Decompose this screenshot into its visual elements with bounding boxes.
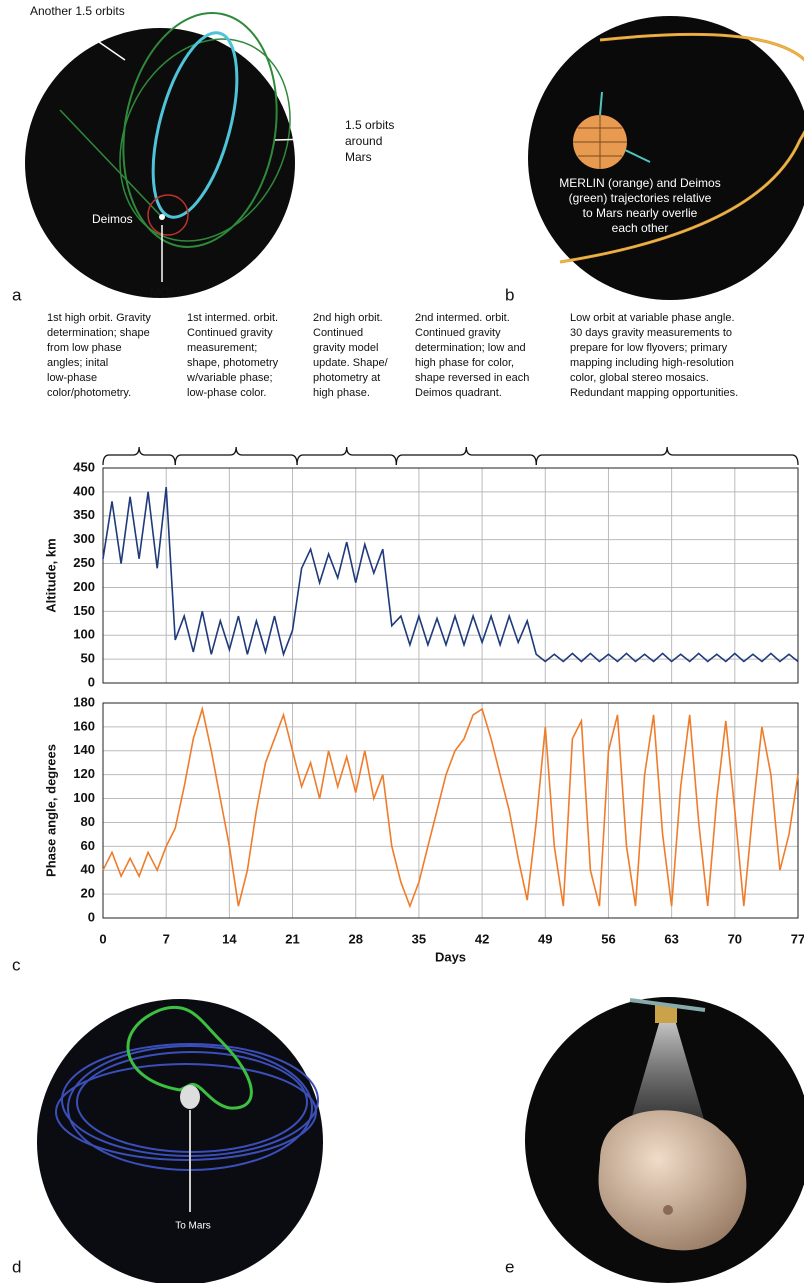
y-tick-label: 120 [73, 766, 95, 781]
annotation: 2nd intermed. orbit. [415, 312, 510, 324]
panel-d [37, 999, 323, 1283]
x-tick-label: 35 [412, 931, 426, 946]
annotation: color, global stereo mosaics. [570, 372, 709, 384]
annotation: Another 1.5 orbits [30, 4, 125, 18]
annotation: shape reversed in each [415, 372, 529, 384]
plot-area [103, 468, 798, 683]
annotation: To Mars [175, 1221, 211, 1232]
annotation: Deimos quadrant. [415, 387, 502, 399]
y-tick-label: 400 [73, 483, 95, 498]
annotation: Mars [345, 150, 372, 164]
annotation: from low phase [47, 342, 122, 354]
panel-label: d [12, 1257, 21, 1276]
annotation: color/photometry. [47, 387, 131, 399]
annotation: 1st high orbit. Gravity [47, 312, 151, 324]
annotation: MERLIN (orange) and Deimos [559, 176, 720, 190]
annotation: measurement; [187, 342, 257, 354]
panel-a [25, 1, 345, 298]
annotation: photometry at [313, 372, 380, 384]
y-axis-label: Phase angle, degrees [43, 744, 58, 877]
y-tick-label: 150 [73, 603, 95, 618]
y-tick-label: 60 [81, 838, 95, 853]
annotation: high phase for color, [415, 357, 514, 369]
figure: Another 1.5 orbits Deimos MOI 1.5 orbits… [0, 0, 804, 1283]
annotation: Continued [313, 327, 363, 339]
x-tick-label: 7 [163, 931, 170, 946]
x-tick-label: 70 [728, 931, 742, 946]
y-tick-label: 80 [81, 814, 95, 829]
y-tick-label: 20 [81, 886, 95, 901]
y-tick-label: 140 [73, 742, 95, 757]
panel-label: b [505, 285, 514, 304]
annotation: determination; shape [47, 327, 150, 339]
x-tick-label: 56 [601, 931, 615, 946]
x-tick-label: 21 [285, 931, 299, 946]
y-tick-label: 450 [73, 459, 95, 474]
annotation: Deimos [92, 212, 133, 226]
annotation: angles; inital [47, 357, 108, 369]
y-tick-label: 350 [73, 507, 95, 522]
brace [175, 447, 297, 465]
y-tick-label: 180 [73, 694, 95, 709]
annotation: gravity model [313, 342, 378, 354]
annotation: to Mars nearly overlie [583, 206, 698, 220]
x-tick-label: 14 [222, 931, 237, 946]
x-tick-label: 28 [348, 931, 362, 946]
annotation: around [345, 134, 382, 148]
y-tick-label: 200 [73, 579, 95, 594]
annotation: mapping including high-resolution [570, 357, 734, 369]
annotation: determination; low and [415, 342, 526, 354]
x-tick-label: 42 [475, 931, 489, 946]
y-tick-label: 100 [73, 627, 95, 642]
y-tick-label: 160 [73, 718, 95, 733]
annotation: low-phase [47, 372, 97, 384]
annotation: update. Shape/ [313, 357, 389, 369]
brace [536, 447, 798, 465]
y-tick-label: 100 [73, 790, 95, 805]
panel-b [528, 16, 804, 300]
panel-label: e [505, 1257, 514, 1276]
y-tick-label: 0 [88, 909, 95, 924]
annotation: prepare for low flyovers; primary [570, 342, 728, 354]
annotation: Continued gravity [187, 327, 273, 339]
x-tick-label: 49 [538, 931, 552, 946]
brace [396, 447, 536, 465]
y-tick-label: 300 [73, 531, 95, 546]
annotation: 1.5 orbits [345, 118, 394, 132]
annotation: 30 days gravity measurements to [570, 327, 732, 339]
annotation: 1st intermed. orbit. [187, 312, 278, 324]
brace [297, 447, 396, 465]
y-axis-label: Altitude, km [43, 538, 58, 612]
annotation: Redundant mapping opportunities. [570, 387, 738, 399]
x-axis-label: Days [435, 949, 466, 964]
y-tick-label: 250 [73, 555, 95, 570]
annotation: Low orbit at variable phase angle. [570, 312, 735, 324]
panel-label: c [12, 955, 21, 974]
y-tick-label: 50 [81, 651, 95, 666]
x-tick-label: 0 [99, 931, 106, 946]
annotation: Continued gravity [415, 327, 501, 339]
panel-label: a [12, 285, 22, 304]
annotation: 2nd high orbit. [313, 312, 383, 324]
annotation: w/variable phase; [186, 372, 273, 384]
annotation: high phase. [313, 387, 370, 399]
annotation: MOI [150, 285, 173, 299]
y-tick-label: 40 [81, 862, 95, 877]
annotation: shape, photometry [187, 357, 279, 369]
panel-e [525, 997, 804, 1283]
x-tick-label: 77 [791, 931, 804, 946]
annotation: (green) trajectories relative [569, 191, 712, 205]
annotation: each other [612, 221, 669, 235]
y-tick-label: 0 [88, 674, 95, 689]
brace [103, 447, 175, 465]
x-tick-label: 63 [664, 931, 678, 946]
annotation: low-phase color. [187, 387, 267, 399]
